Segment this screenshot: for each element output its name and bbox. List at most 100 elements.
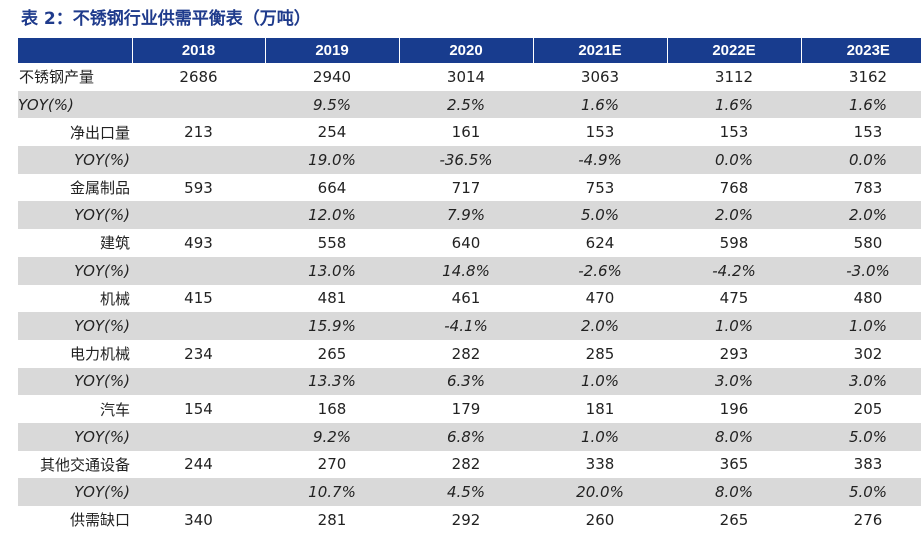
table-cell: 640 [451,233,481,252]
table-cell: 0.0% [667,146,801,174]
table-cell: 10.7% [265,478,399,506]
table-row: 建筑 493 558 640 624 598 580 [18,229,921,257]
table-cell: 14.8% [399,256,533,285]
table-cell: -4.1% [399,312,533,340]
table-cell: 281 [317,510,347,529]
table-cell: 13.0% [265,256,399,285]
table-row: 电力机械 234 265 282 285 293 302 [18,340,921,368]
table-row: 汽车 154 168 179 181 196 205 [18,395,921,423]
table-cell: 196 [719,400,749,419]
row-label: YOY(%) [18,312,132,340]
table-cell: 6.3% [399,367,533,396]
supply-demand-table: 2018 2019 2020 2021E 2022E 2023E 不锈钢产量 26… [18,38,921,534]
table-cell: 19.0% [265,146,399,174]
table-cell: 493 [184,233,213,252]
table-cell: 340 [184,510,213,529]
table-cell: 265 [317,344,347,363]
table-cell [132,146,265,174]
table-cell: 717 [451,178,481,197]
table-cell: 2.5% [399,90,533,119]
table-cell: 179 [451,400,481,419]
table-cell: 461 [451,289,481,308]
table-cell: 1.0% [801,312,921,340]
table-cell: 282 [451,344,481,363]
table-cell: 664 [317,178,347,197]
table-cell: 753 [585,178,615,197]
table-cell: 1.0% [667,312,801,340]
table-cell: 9.2% [265,422,399,451]
row-label: 机械 [99,289,130,308]
table-cell: 338 [585,455,615,474]
table-cell: 7.9% [399,201,533,230]
row-label: YOY(%) [18,478,132,506]
table-title: 表 2：不锈钢行业供需平衡表（万吨） [21,9,311,29]
row-label: 不锈钢产量 [19,68,95,87]
row-label: 建筑 [99,234,130,253]
table-cell: 161 [451,123,481,142]
row-label: 金属制品 [69,179,130,198]
table-cell: 768 [719,178,749,197]
column-header: 2020 [399,38,534,63]
table-cell [132,90,265,119]
table-cell: 475 [719,289,749,308]
column-header: 2019 [265,38,400,63]
table-cell: 2.0% [533,312,667,340]
yoy-row: YOY(%) 9.5% 2.5% 1.6% 1.6% 1.6% [18,90,921,119]
table-cell: 276 [853,510,883,529]
table-cell: 282 [451,455,481,474]
table-cell: 6.8% [399,422,533,451]
table-cell [132,367,265,396]
table-row: 净出口量 213 254 161 153 153 153 [18,118,921,146]
row-label: YOY(%) [18,201,132,230]
table-cell: 244 [184,455,213,474]
table-cell: 3.0% [667,367,801,396]
yoy-row: YOY(%) 19.0% -36.5% -4.9% 0.0% 0.0% [18,146,921,174]
yoy-row: YOY(%) 13.0% 14.8% -2.6% -4.2% -3.0% [18,256,921,285]
table-cell: 302 [853,344,883,363]
yoy-row: YOY(%) 9.2% 6.8% 1.0% 8.0% 5.0% [18,422,921,451]
table-cell: 593 [184,178,213,197]
table-cell [132,256,265,285]
table-cell: 9.5% [265,90,399,119]
table-cell: 213 [184,123,213,142]
table-cell: 5.0% [801,478,921,506]
table-cell [132,478,265,506]
table-cell: 153 [719,123,749,142]
row-label: 供需缺口 [69,511,130,530]
table-cell: 153 [853,123,883,142]
yoy-row: YOY(%) 15.9% -4.1% 2.0% 1.0% 1.0% [18,312,921,340]
table-cell: 15.9% [265,312,399,340]
column-header: 2022E [667,38,802,63]
table-cell: 154 [184,400,213,419]
table-cell [132,312,265,340]
table-cell: 481 [317,289,347,308]
row-label: YOY(%) [18,367,132,396]
table-row: 其他交通设备 244 270 282 338 365 383 [18,451,921,479]
table-cell: 415 [184,289,213,308]
table-cell: 270 [317,455,347,474]
row-label: 净出口量 [69,123,130,142]
table-cell: 558 [317,233,347,252]
table-cell: 580 [853,233,883,252]
table-cell: 12.0% [265,201,399,230]
row-label: YOY(%) [18,422,132,451]
table-cell: 3014 [446,67,486,86]
table-cell: 2.0% [667,201,801,230]
table-cell: 1.0% [533,367,667,396]
table-cell: 8.0% [667,422,801,451]
table-row: 金属制品 593 664 717 753 768 783 [18,174,921,202]
table-cell: 13.3% [265,367,399,396]
table-cell: 4.5% [399,478,533,506]
column-header: 2021E [533,38,668,63]
row-label: YOY(%) [18,90,132,119]
table-cell: 3162 [848,67,888,86]
table-cell: 285 [585,344,615,363]
table-cell: 5.0% [801,422,921,451]
table-cell: 598 [719,233,749,252]
table-cell: 265 [719,510,749,529]
column-header [18,38,133,63]
yoy-row: YOY(%) 12.0% 7.9% 5.0% 2.0% 2.0% [18,201,921,230]
table-cell: 8.0% [667,478,801,506]
table-cell: 1.6% [667,90,801,119]
table-cell: 260 [585,510,615,529]
